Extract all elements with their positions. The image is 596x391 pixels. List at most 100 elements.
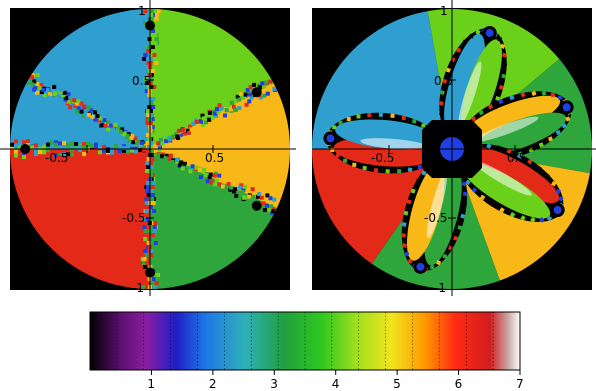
left-boundary-pixel (30, 75, 35, 80)
left-boundary-pixel (151, 97, 156, 101)
left-boundary-pixel (185, 166, 190, 171)
left-boundary-pixel (146, 45, 151, 49)
left-boundary-pixel (226, 181, 231, 186)
left-boundary-pixel (186, 164, 191, 169)
left-boundary-pixel (235, 94, 240, 99)
left-boundary-pixel (190, 164, 195, 169)
left-boundary-pixel (144, 73, 149, 77)
left-boundary-pixel (208, 172, 213, 177)
left-boundary-pixel (14, 153, 18, 158)
left-boundary-pixel (258, 95, 263, 100)
left-boundary-pixel (220, 184, 225, 189)
left-boundary-pixel (208, 110, 213, 115)
left-boundary-pixel (144, 197, 149, 201)
left-boundary-pixel (79, 101, 84, 106)
left-boundary-pixel (150, 45, 155, 49)
left-boundary-pixel (150, 189, 155, 193)
left-boundary-pixel (257, 192, 262, 197)
left-boundary-pixel (93, 117, 98, 122)
left-boundary-pixel (144, 101, 149, 105)
left-boundary-pixel (149, 17, 154, 21)
left-boundary-pixel (145, 109, 150, 113)
left-boundary-pixel (95, 113, 100, 118)
left-boundary-pixel (102, 118, 107, 123)
left-boundary-pixel (248, 92, 253, 97)
left-boundary-pixel (79, 109, 84, 114)
left-boundary-pixel (142, 257, 147, 261)
left-boundary-pixel (145, 133, 150, 137)
left-boundary-pixel (32, 87, 37, 92)
left-boundary-pixel (149, 9, 154, 13)
left-boundary-pixel (59, 88, 64, 93)
left-boundary-pixel (234, 193, 239, 198)
left-boundary-pixel (183, 161, 188, 166)
left-y-tick-0.5: 0.5 (132, 74, 151, 88)
left-boundary-pixel (46, 95, 51, 100)
left-boundary-pixel (167, 137, 172, 142)
left-boundary-pixel (148, 133, 153, 137)
left-boundary-pixel (148, 129, 153, 133)
left-boundary-pixel (42, 150, 46, 155)
left-boundary-pixel (152, 229, 157, 233)
left-boundary-pixel (54, 140, 58, 145)
left-boundary-pixel (73, 103, 78, 108)
left-boundary-pixel (216, 109, 221, 114)
left-boundary-pixel (213, 182, 218, 187)
left-boundary-pixel (151, 201, 156, 205)
left-boundary-pixel (242, 195, 247, 200)
left-boundary-pixel (106, 148, 110, 153)
left-boundary-pixel (134, 149, 138, 154)
left-boundary-pixel (251, 194, 256, 199)
left-boundary-pixel (211, 109, 216, 114)
left-boundary-pixel (145, 117, 150, 121)
left-boundary-pixel (34, 143, 38, 148)
left-boundary-pixel (233, 107, 238, 112)
left-boundary-pixel (145, 41, 150, 45)
left-boundary-pixel (149, 113, 154, 117)
left-boundary-pixel (241, 187, 246, 192)
left-boundary-pixel (154, 17, 159, 21)
left-boundary-pixel (35, 73, 40, 78)
left-boundary-pixel (152, 53, 157, 57)
left-boundary-pixel (35, 82, 40, 87)
left-boundary-pixel (142, 145, 146, 150)
left-boundary-pixel (66, 99, 71, 104)
left-boundary-pixel (114, 129, 119, 134)
left-boundary-pixel (105, 120, 110, 125)
left-boundary-pixel (213, 111, 218, 116)
left-boundary-pixel (252, 82, 257, 87)
left-boundary-pixel (30, 145, 34, 150)
left-boundary-pixel (116, 125, 121, 130)
left-boundary-pixel (146, 165, 151, 169)
left-boundary-pixel (52, 92, 57, 97)
left-boundary-pixel (151, 89, 156, 93)
left-boundary-pixel (204, 173, 209, 178)
left-y-tick-neg-0.5: -0.5 (122, 211, 145, 225)
left-boundary-pixel (130, 148, 134, 153)
left-boundary-pixel (152, 77, 157, 81)
left-boundary-pixel (262, 208, 267, 213)
left-boundary-pixel (149, 141, 154, 145)
left-boundary-pixel (62, 90, 67, 95)
left-x-tick-0.5: 0.5 (205, 151, 224, 165)
left-boundary-pixel (247, 99, 252, 104)
left-boundary-pixel (149, 73, 154, 77)
left-boundary-pixel (143, 9, 148, 13)
left-boundary-pixel (153, 149, 158, 154)
left-boundary-pixel (62, 152, 66, 157)
left-y-tick-1: 1 (138, 4, 146, 18)
left-boundary-pixel (113, 122, 118, 127)
left-boundary-pixel (86, 112, 91, 117)
left-boundary-pixel (86, 146, 90, 151)
left-boundary-pixel (147, 93, 152, 97)
left-boundary-pixel (153, 57, 158, 61)
left-boundary-pixel (250, 187, 255, 192)
left-boundary-pixel (10, 144, 14, 149)
left-boundary-pixel (152, 285, 157, 289)
left-boundary-pixel (22, 140, 26, 145)
left-boundary-pixel (144, 253, 149, 257)
left-boundary-pixel (153, 245, 158, 249)
left-boundary-pixel (58, 141, 62, 146)
left-boundary-pixel (149, 253, 154, 257)
left-boundary-pixel (143, 249, 148, 253)
